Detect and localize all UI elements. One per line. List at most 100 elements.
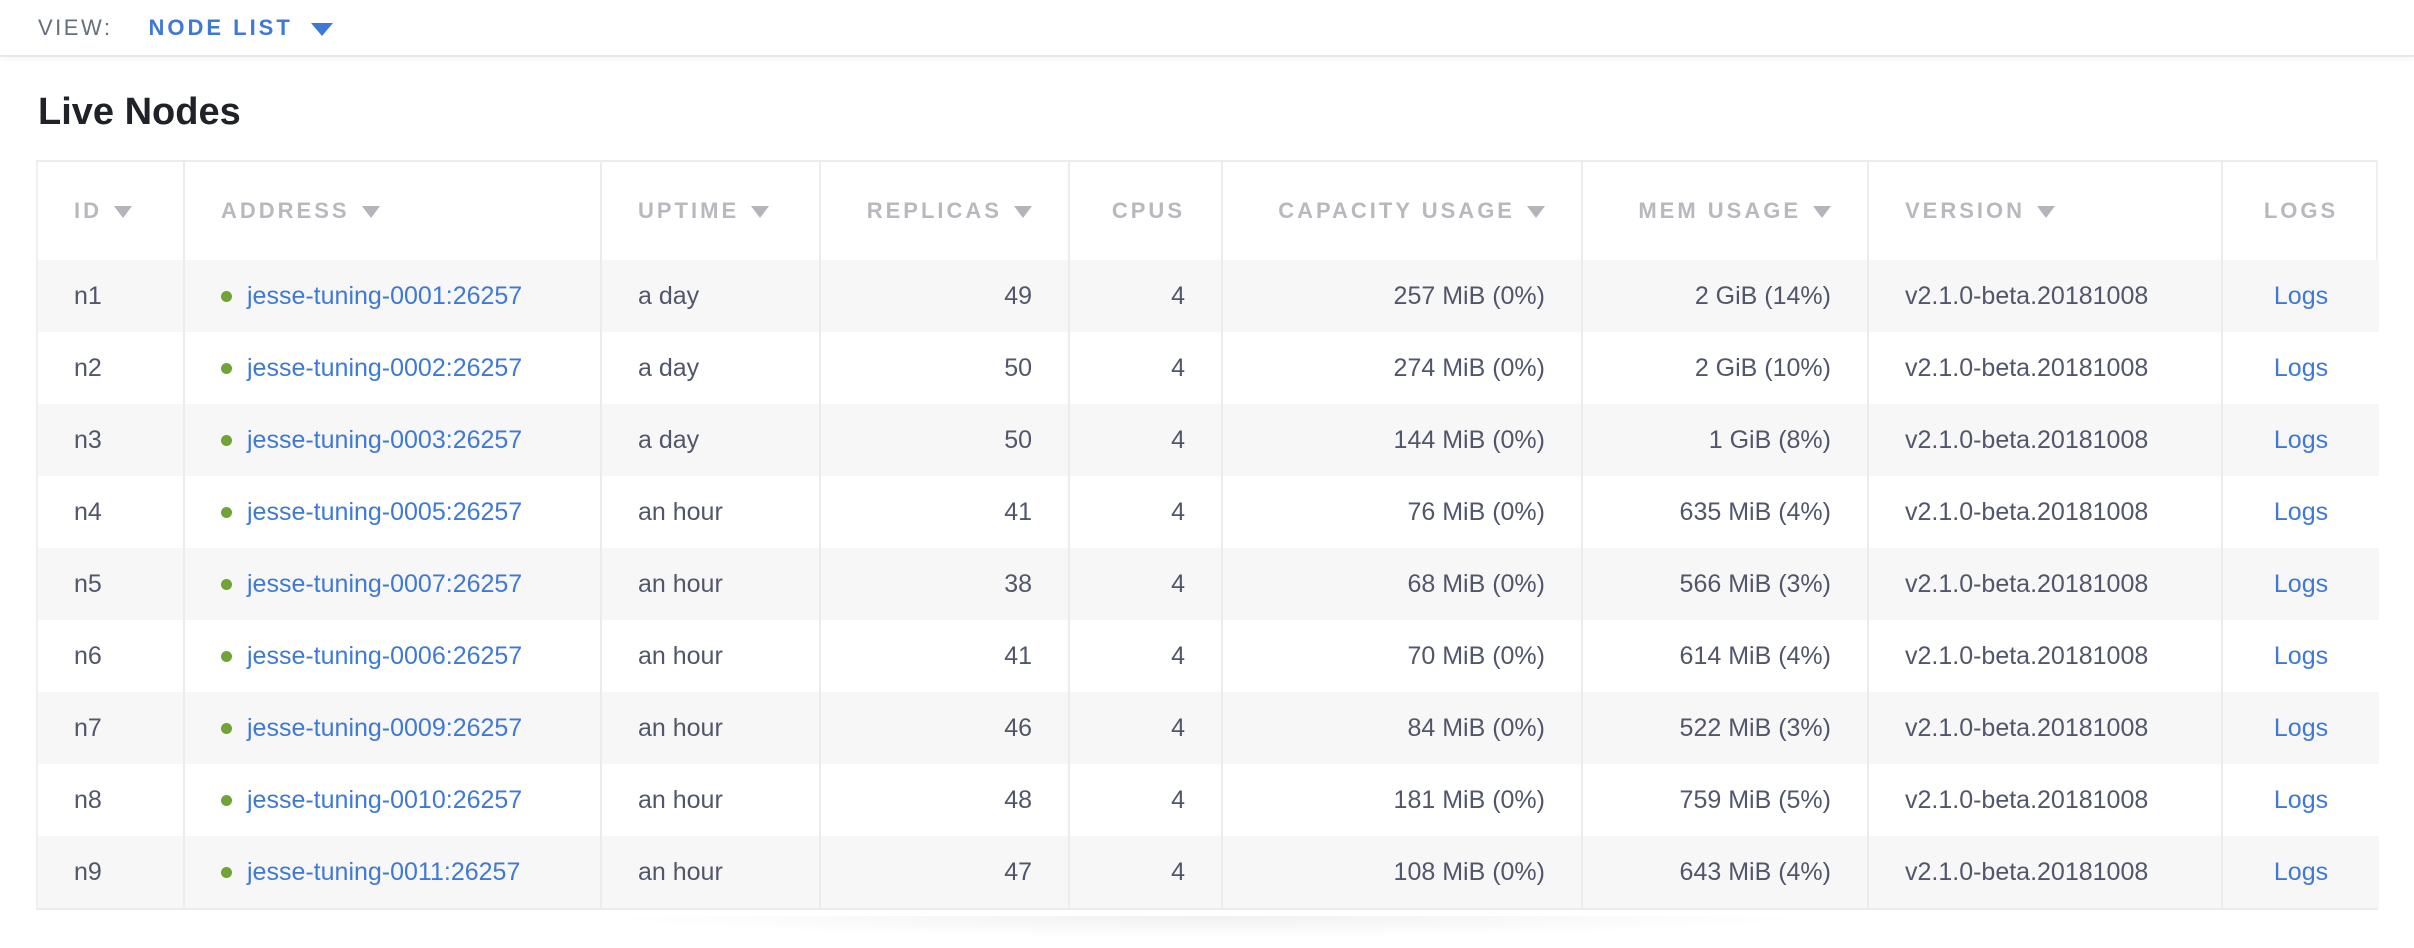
cell-capacity: 181 MiB (0%) <box>1221 764 1582 836</box>
cell-uptime: a day <box>600 404 820 476</box>
node-logs-link[interactable]: Logs <box>2273 281 2329 310</box>
cell-version: v2.1.0-beta.20181008 <box>1867 476 2222 548</box>
cell-capacity: 108 MiB (0%) <box>1221 836 1582 908</box>
cell-address: jesse-tuning-0009:26257 <box>183 692 601 764</box>
cell-uptime: a day <box>600 260 820 332</box>
node-healthy-status-icon <box>221 434 232 446</box>
cell-logs: Logs <box>2221 260 2379 332</box>
cell-logs: Logs <box>2221 836 2379 908</box>
node-address-link[interactable]: jesse-tuning-0003:26257 <box>247 425 523 454</box>
cell-uptime: an hour <box>600 476 820 548</box>
column-header-label: ADDRESS <box>221 198 350 223</box>
column-header-id[interactable]: ID <box>38 162 184 260</box>
node-healthy-status-icon <box>221 866 232 878</box>
node-address-link[interactable]: jesse-tuning-0007:26257 <box>247 569 523 598</box>
cell-uptime: a day <box>600 332 820 404</box>
table-body: n1 jesse-tuning-0001:26257 a day 49 4 257 MiB… <box>38 260 2379 908</box>
cell-address: jesse-tuning-0010:26257 <box>183 764 601 836</box>
column-header-label: REPLICAS <box>866 198 1002 223</box>
column-header-label: VERSION <box>1905 198 2026 223</box>
node-logs-link[interactable]: Logs <box>2273 353 2329 382</box>
cell-id: n9 <box>38 836 184 908</box>
node-address-link[interactable]: jesse-tuning-0001:26257 <box>247 281 523 310</box>
live-nodes-table: ID ADDRESS UPTIME REPLICAS CPUS CAPACITY USAG… <box>38 162 2379 908</box>
node-logs-link[interactable]: Logs <box>2273 641 2329 670</box>
cell-cpus: 4 <box>1068 692 1222 764</box>
cell-uptime: an hour <box>600 548 820 620</box>
cell-id: n6 <box>38 620 184 692</box>
page-title: Live Nodes <box>38 91 241 133</box>
node-healthy-status-icon <box>221 794 232 806</box>
table-row: n5 jesse-tuning-0007:26257 an hour 38 4 68 Mi… <box>38 548 2379 620</box>
node-logs-link[interactable]: Logs <box>2273 785 2329 814</box>
node-logs-link[interactable]: Logs <box>2273 497 2329 526</box>
cell-mem: 566 MiB (3%) <box>1581 548 1868 620</box>
cell-cpus: 4 <box>1068 548 1222 620</box>
column-header-cpus: CPUS <box>1068 162 1222 260</box>
table-row: n1 jesse-tuning-0001:26257 a day 49 4 257 MiB… <box>38 260 2379 332</box>
column-header-label: MEM USAGE <box>1638 198 1801 223</box>
column-header-label: CPUS <box>1111 198 1185 223</box>
table-row: n4 jesse-tuning-0005:26257 an hour 41 4 76 Mi… <box>38 476 2379 548</box>
column-header-mem[interactable]: MEM USAGE <box>1581 162 1868 260</box>
below-fold-shadow <box>427 916 1987 946</box>
cell-logs: Logs <box>2221 476 2379 548</box>
table-row: n3 jesse-tuning-0003:26257 a day 50 4 144 MiB… <box>38 404 2379 476</box>
cell-mem: 522 MiB (3%) <box>1581 692 1868 764</box>
cell-cpus: 4 <box>1068 764 1222 836</box>
column-header-address[interactable]: ADDRESS <box>183 162 601 260</box>
cell-capacity: 76 MiB (0%) <box>1221 476 1582 548</box>
node-logs-link[interactable]: Logs <box>2273 569 2329 598</box>
node-logs-link[interactable]: Logs <box>2273 425 2329 454</box>
node-address-link[interactable]: jesse-tuning-0010:26257 <box>247 785 523 814</box>
cell-replicas: 48 <box>819 764 1069 836</box>
cell-logs: Logs <box>2221 548 2379 620</box>
cell-mem: 759 MiB (5%) <box>1581 764 1868 836</box>
column-header-replicas[interactable]: REPLICAS <box>819 162 1069 260</box>
column-header-label: LOGS <box>2263 198 2339 223</box>
node-healthy-status-icon <box>221 290 232 302</box>
cell-cpus: 4 <box>1068 332 1222 404</box>
column-header-label: CAPACITY USAGE <box>1278 198 1515 223</box>
view-mode-selected: NODE LIST <box>148 14 293 40</box>
node-address-link[interactable]: jesse-tuning-0011:26257 <box>247 857 521 886</box>
table-header-row: ID ADDRESS UPTIME REPLICAS CPUS CAPACITY USAG… <box>38 162 2379 260</box>
node-address-link[interactable]: jesse-tuning-0002:26257 <box>247 353 523 382</box>
cell-version: v2.1.0-beta.20181008 <box>1867 692 2222 764</box>
node-healthy-status-icon <box>221 578 232 590</box>
cell-logs: Logs <box>2221 692 2379 764</box>
cell-replicas: 49 <box>819 260 1069 332</box>
sort-desc-icon <box>361 206 380 218</box>
cell-replicas: 47 <box>819 836 1069 908</box>
cell-version: v2.1.0-beta.20181008 <box>1867 260 2222 332</box>
cell-cpus: 4 <box>1068 476 1222 548</box>
cell-id: n1 <box>38 260 184 332</box>
sort-desc-icon <box>1813 206 1831 218</box>
column-header-capacity[interactable]: CAPACITY USAGE <box>1221 162 1582 260</box>
node-address-link[interactable]: jesse-tuning-0009:26257 <box>247 713 523 742</box>
cell-mem: 2 GiB (10%) <box>1581 332 1868 404</box>
cell-uptime: an hour <box>600 620 820 692</box>
cell-id: n7 <box>38 692 184 764</box>
cell-capacity: 144 MiB (0%) <box>1221 404 1582 476</box>
cell-address: jesse-tuning-0006:26257 <box>183 620 601 692</box>
cell-id: n8 <box>38 764 184 836</box>
cell-address: jesse-tuning-0007:26257 <box>183 548 601 620</box>
cell-id: n3 <box>38 404 184 476</box>
column-header-label: UPTIME <box>638 198 740 223</box>
column-header-logs: LOGS <box>2221 162 2379 260</box>
cell-version: v2.1.0-beta.20181008 <box>1867 548 2222 620</box>
column-header-uptime[interactable]: UPTIME <box>600 162 820 260</box>
node-logs-link[interactable]: Logs <box>2273 713 2329 742</box>
node-address-link[interactable]: jesse-tuning-0005:26257 <box>247 497 523 526</box>
cell-address: jesse-tuning-0001:26257 <box>183 260 601 332</box>
chevron-down-icon <box>310 22 333 36</box>
node-logs-link[interactable]: Logs <box>2273 857 2329 886</box>
cell-cpus: 4 <box>1068 620 1222 692</box>
cell-capacity: 70 MiB (0%) <box>1221 620 1582 692</box>
cell-replicas: 38 <box>819 548 1069 620</box>
view-mode-dropdown[interactable]: NODE LIST <box>148 14 333 41</box>
column-header-version[interactable]: VERSION <box>1867 162 2222 260</box>
node-address-link[interactable]: jesse-tuning-0006:26257 <box>247 641 523 670</box>
cell-cpus: 4 <box>1068 260 1222 332</box>
